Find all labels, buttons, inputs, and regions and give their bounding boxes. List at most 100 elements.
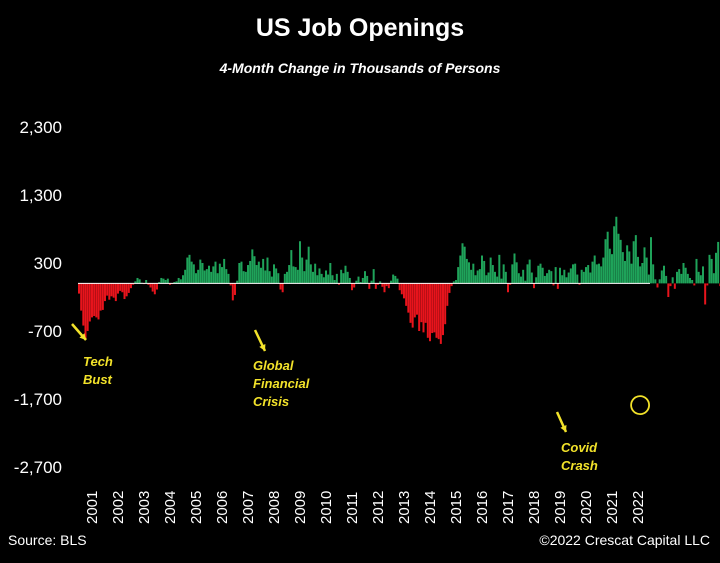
bar	[292, 266, 295, 284]
bar	[680, 273, 683, 284]
bar	[210, 271, 213, 284]
bar	[253, 256, 256, 284]
bar	[565, 277, 568, 284]
bar	[615, 216, 618, 284]
bar	[559, 267, 561, 284]
bar	[472, 263, 475, 284]
bar	[130, 283, 132, 289]
bar	[346, 271, 349, 284]
bar	[643, 247, 646, 284]
bar	[125, 283, 128, 297]
bar	[697, 271, 700, 284]
bar	[444, 283, 447, 325]
bar	[658, 279, 661, 284]
bar	[587, 265, 590, 284]
bar	[667, 283, 670, 297]
bar	[528, 259, 531, 284]
bar	[589, 272, 592, 284]
bar	[403, 283, 405, 299]
bar	[478, 269, 481, 284]
bar	[320, 273, 323, 284]
bar	[593, 255, 596, 284]
bar	[621, 252, 624, 284]
bar	[338, 283, 340, 285]
bar	[238, 263, 241, 284]
annotation-label: Crisis	[253, 394, 289, 409]
bar	[99, 283, 102, 311]
bar	[199, 259, 202, 284]
bar	[485, 275, 488, 284]
bar	[153, 283, 156, 295]
bar	[520, 276, 522, 284]
bar	[117, 283, 119, 294]
bar	[316, 275, 319, 284]
bar	[82, 283, 85, 326]
bar	[296, 269, 299, 284]
bar	[585, 267, 587, 284]
bar	[574, 263, 577, 284]
y-tick-label: 1,300	[19, 186, 62, 205]
bar	[639, 266, 642, 284]
y-tick-label: 300	[34, 254, 62, 273]
bar	[624, 260, 626, 284]
bar	[463, 246, 466, 284]
bar	[702, 266, 704, 284]
bar	[509, 283, 512, 285]
bar	[351, 283, 353, 291]
arrow-head-icon	[259, 344, 266, 351]
bar	[260, 267, 262, 284]
bar	[418, 283, 421, 331]
bar	[608, 248, 611, 284]
x-tick-label: 2012	[370, 491, 387, 524]
bar	[288, 265, 291, 284]
bar	[678, 269, 681, 284]
bar	[582, 271, 585, 284]
bar	[309, 264, 312, 284]
bar	[249, 260, 252, 284]
bar	[322, 277, 325, 284]
bar	[656, 283, 659, 288]
bar	[151, 283, 154, 292]
bar	[286, 271, 288, 284]
bar	[177, 277, 180, 284]
bar	[294, 267, 297, 284]
bar	[446, 283, 449, 306]
bar	[442, 283, 444, 336]
bar	[598, 263, 600, 284]
bar	[567, 272, 570, 284]
bar	[279, 283, 282, 290]
copyright-label: ©2022 Crescat Capital LLC	[539, 532, 710, 548]
bar	[212, 266, 215, 284]
bar	[400, 283, 403, 295]
bar	[264, 270, 267, 284]
bar	[526, 264, 529, 284]
bar	[524, 280, 527, 284]
bar	[214, 261, 217, 284]
bar	[372, 269, 375, 284]
y-tick-label: -2,700	[14, 458, 62, 477]
bar	[695, 258, 698, 284]
annotation-label: Covid	[561, 440, 598, 455]
annotation-label: Bust	[83, 372, 113, 387]
bar	[517, 273, 520, 284]
bar	[162, 278, 165, 284]
bar	[660, 270, 663, 284]
annotation-label: Tech	[83, 354, 113, 369]
bar	[431, 283, 434, 334]
bar	[216, 273, 219, 284]
bar	[379, 281, 382, 284]
bar	[132, 283, 135, 285]
bar	[712, 273, 715, 284]
bar	[578, 283, 581, 285]
bar	[257, 261, 260, 284]
bar	[647, 274, 650, 284]
bar	[275, 268, 278, 284]
bar	[192, 264, 195, 284]
bar	[433, 283, 436, 333]
bar	[169, 283, 171, 285]
bar	[333, 280, 336, 284]
bar	[381, 283, 384, 287]
y-tick-label: -1,700	[14, 390, 62, 409]
bar	[277, 273, 280, 284]
bar	[572, 264, 574, 284]
